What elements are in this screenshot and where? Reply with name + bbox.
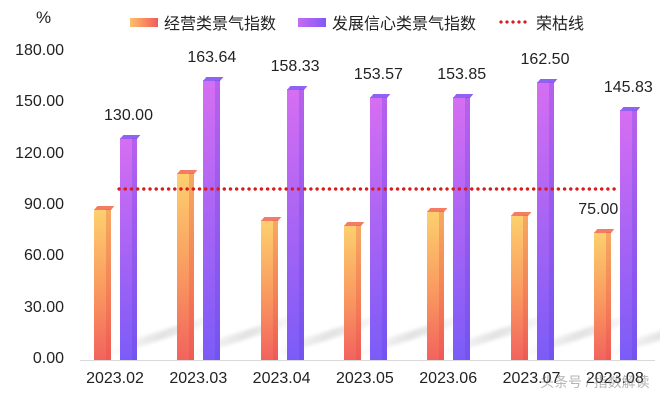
reference-line-boom-bust (116, 186, 618, 191)
bar-confidence-index[interactable] (286, 89, 304, 360)
x-tick-label: 2023.04 (252, 370, 311, 387)
x-tick-label: 2023.03 (169, 370, 228, 387)
bar-confidence-index[interactable] (369, 97, 387, 360)
x-tick-label: 2023.02 (86, 370, 144, 387)
legend-item-boom-bust-line[interactable]: 荣枯线 (498, 10, 584, 34)
legend: 经营类景气指数 发展信心类景气指数 荣枯线 (130, 10, 606, 34)
bar-business-index[interactable] (593, 231, 611, 361)
legend-label: 经营类景气指数 (164, 16, 277, 33)
bar-business-index[interactable] (343, 224, 361, 361)
bar-business-index[interactable] (510, 214, 528, 361)
bar-confidence-index[interactable] (453, 96, 471, 361)
y-tick-label: 30.00 (23, 298, 64, 316)
bar-business-index[interactable] (260, 219, 278, 361)
y-tick-label: 120.00 (15, 144, 64, 162)
legend-dotted-line-icon (498, 20, 529, 24)
legend-item-business[interactable]: 经营类景气指数 (130, 10, 276, 34)
data-label: 153.85 (437, 65, 487, 83)
bar-confidence-index[interactable] (203, 79, 221, 360)
data-label: 75.00 (578, 200, 619, 218)
data-label: 163.64 (187, 48, 237, 66)
y-tick-label: 180.00 (15, 42, 64, 59)
x-tick-label: 2023.05 (335, 370, 394, 387)
legend-swatch-orange-icon (130, 17, 158, 27)
x-tick-label: 2023.08 (585, 370, 644, 387)
bar-confidence-index[interactable] (619, 110, 637, 360)
data-label: 145.83 (603, 79, 653, 97)
y-tick-label: 90.00 (23, 196, 64, 213)
data-label: 130.00 (104, 106, 153, 124)
data-label: 162.50 (520, 50, 570, 68)
y-axis-unit: % (36, 8, 52, 27)
legend-label: 荣枯线 (536, 16, 585, 33)
legend-label: 发展信心类景气指数 (332, 16, 477, 33)
x-tick-label: 2023.06 (419, 370, 478, 387)
watermark: 头条号 / 指数解读 (540, 374, 650, 390)
bar-confidence-index[interactable] (536, 81, 554, 361)
x-axis-line (80, 360, 655, 361)
data-label: 153.57 (353, 66, 403, 84)
legend-swatch-purple-icon (298, 17, 327, 27)
y-tick-label: 150.00 (15, 93, 64, 111)
data-label: 158.33 (270, 58, 320, 76)
bar-business-index[interactable] (94, 209, 111, 360)
bar-business-index[interactable] (177, 173, 195, 360)
bar-business-index[interactable] (427, 211, 445, 360)
legend-item-confidence[interactable]: 发展信心类景气指数 (298, 10, 476, 34)
y-tick-label: 60.00 (23, 247, 64, 265)
bar-confidence-index[interactable] (120, 137, 137, 361)
y-tick-label: 0.00 (32, 350, 64, 367)
x-tick-label: 2023.07 (502, 370, 561, 387)
